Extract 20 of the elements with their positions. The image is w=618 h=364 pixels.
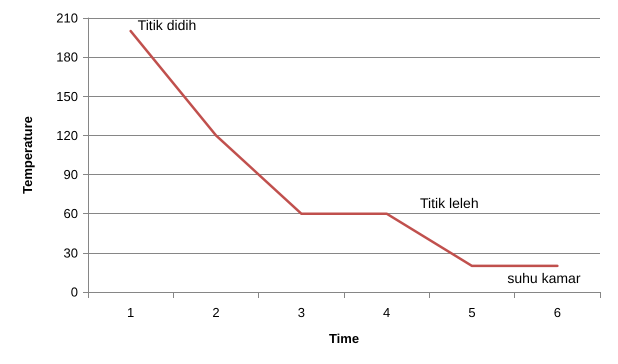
x-tick-label: 1 — [127, 305, 134, 320]
y-tick-label: 120 — [56, 128, 78, 143]
annotation: Titik didih — [138, 17, 196, 34]
x-tick-label: 5 — [468, 305, 476, 320]
annotation: suhu kamar — [507, 270, 581, 286]
y-tick-label: 0 — [70, 284, 78, 300]
line-series — [129, 30, 559, 268]
annotation: Titik leleh — [420, 195, 479, 211]
y-tick-label: 90 — [64, 167, 78, 182]
x-tick-label: 3 — [298, 305, 305, 320]
y-axis-title: Temperature — [20, 116, 35, 194]
x-tick-label: 2 — [212, 305, 220, 320]
y-tick-label: 60 — [64, 206, 78, 222]
y-tick-label: 210 — [56, 10, 78, 26]
y-tick-label: 180 — [56, 50, 78, 65]
y-tick-label: 150 — [56, 88, 78, 104]
y-tick-label: 30 — [64, 245, 78, 260]
x-tick-label: 4 — [383, 305, 390, 320]
x-axis-title: Time — [328, 331, 360, 346]
x-tick-label: 6 — [554, 305, 561, 320]
